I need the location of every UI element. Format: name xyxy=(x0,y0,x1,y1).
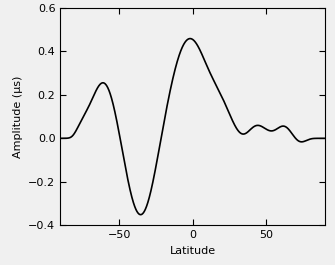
Y-axis label: Amplitude (μs): Amplitude (μs) xyxy=(13,76,23,158)
X-axis label: Latitude: Latitude xyxy=(170,246,216,256)
